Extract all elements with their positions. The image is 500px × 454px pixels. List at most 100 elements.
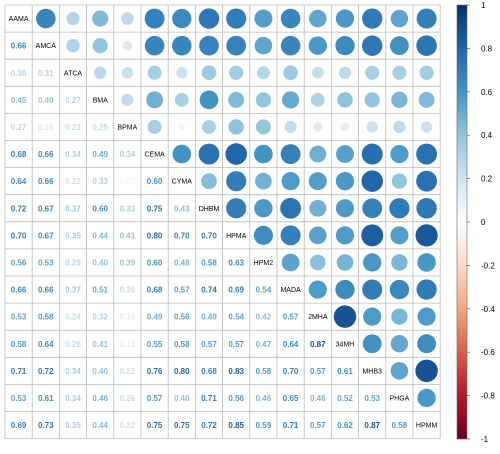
correlation-value: 0.45 (11, 96, 27, 105)
variable-label: CEMA (144, 152, 165, 159)
color-bar-tick-label: -0.4 (481, 305, 495, 314)
correlation-circle (226, 8, 247, 29)
correlation-circle (335, 9, 355, 28)
correlation-value: 0.15 (120, 313, 136, 322)
correlation-circle (391, 308, 408, 325)
correlation-value: 0.58 (392, 421, 408, 430)
correlation-circle (335, 171, 355, 191)
correlation-value: 0.76 (147, 367, 163, 376)
color-bar-tick-label: -0.8 (481, 392, 495, 401)
correlation-circle (393, 120, 406, 134)
correlation-value: 0.55 (147, 340, 163, 349)
correlation-circle (335, 226, 355, 245)
correlation-circle (256, 66, 270, 80)
correlation-value: 0.46 (310, 394, 326, 403)
correlation-value: 0.34 (120, 150, 136, 159)
correlation-value: 0.49 (201, 313, 217, 322)
correlation-circle (308, 226, 327, 245)
correlation-circle (417, 307, 436, 326)
correlation-circle (36, 8, 56, 29)
color-bar-tick-label: 1 (481, 1, 486, 10)
correlation-value: 0.34 (65, 150, 81, 159)
correlation-circle (66, 11, 80, 26)
correlation-circle (362, 198, 383, 219)
correlation-circle (416, 35, 437, 56)
correlation-value: 0.34 (65, 394, 81, 403)
correlation-circle (226, 171, 247, 192)
variable-label: HPM2 (254, 260, 274, 267)
correlation-value: 0.75 (147, 204, 163, 213)
correlation-circle (363, 253, 382, 272)
correlation-circle (176, 67, 188, 79)
correlation-value: 0.60 (147, 177, 163, 186)
correlation-value: 0.60 (92, 204, 108, 213)
correlation-circle (336, 145, 354, 163)
correlation-value: 0.57 (174, 286, 190, 295)
color-bar-tick-label: 0.2 (481, 175, 493, 184)
correlation-value: 0.52 (337, 394, 353, 403)
correlation-circle (121, 12, 134, 25)
correlation-value: 0.49 (147, 313, 163, 322)
variable-label: AMCA (36, 43, 57, 50)
variable-label: HPMA (226, 233, 247, 240)
correlation-circle (121, 66, 134, 79)
correlation-circle (201, 65, 217, 81)
color-bar-tick-label: 0 (481, 218, 486, 227)
correlation-circle (417, 334, 437, 354)
correlation-value: 0.87 (364, 421, 380, 430)
variable-label: AAMA (9, 16, 29, 23)
correlation-circle (420, 121, 433, 133)
correlation-value: 0.67 (38, 231, 54, 240)
correlation-value: 0.29 (65, 258, 81, 267)
correlation-circle (340, 122, 350, 132)
correlation-circle (226, 35, 247, 56)
correlation-circle (281, 253, 300, 272)
correlation-value: 0.71 (283, 421, 299, 430)
correlation-value: 0.26 (65, 340, 81, 349)
correlation-circle (281, 172, 300, 191)
correlation-value: 0.43 (174, 204, 190, 213)
color-bar-tick-label: 0.6 (481, 88, 493, 97)
correlation-circle (362, 334, 382, 354)
correlation-value: 0.33 (92, 177, 108, 186)
correlation-value: 0.07 (120, 177, 136, 186)
correlation-value: 0.49 (92, 150, 108, 159)
correlation-circle (416, 170, 438, 192)
correlation-circle (225, 143, 247, 165)
variable-label: 34MH (336, 341, 355, 348)
correlation-circle (121, 93, 134, 106)
correlation-value: 0.80 (147, 231, 163, 240)
correlation-value: 0.22 (120, 367, 136, 376)
correlation-value: 0.32 (92, 313, 108, 322)
correlation-value: 0.41 (120, 231, 136, 240)
correlation-value: 0.65 (283, 394, 299, 403)
correlation-value: 0.48 (174, 258, 190, 267)
correlation-value: 0.56 (11, 258, 27, 267)
correlation-circle (335, 36, 355, 56)
correlation-value: 0.58 (256, 367, 272, 376)
correlation-value: 0.13 (120, 340, 136, 349)
correlation-value: 0.83 (228, 367, 244, 376)
correlation-circle (255, 119, 271, 135)
correlation-value: 0.68 (147, 286, 163, 295)
correlation-value: 0.51 (92, 286, 108, 295)
correlation-circle (362, 8, 383, 29)
correlation-circle (390, 9, 409, 28)
correlation-circle (92, 10, 109, 27)
correlation-circle (308, 172, 327, 191)
correlation-circle (308, 280, 327, 299)
correlation-circle (336, 254, 354, 271)
correlation-circle (417, 388, 436, 408)
color-bar-tick-label: -1 (481, 435, 489, 444)
correlation-value: 0.66 (11, 42, 27, 51)
correlation-value: 0.57 (283, 313, 299, 322)
correlation-cells: AAMA 0.66 AMCA 0.30 0.31 ATCA 0.45 0.40 0.27 BMA 0… (9, 8, 438, 430)
correlation-value: 0.70 (201, 231, 217, 240)
correlation-value: 0.34 (65, 367, 81, 376)
correlation-value: 0.53 (38, 258, 54, 267)
variable-label: BPMA (117, 124, 137, 131)
variable-label: 2MHA (308, 314, 328, 321)
correlation-value: 0.57 (310, 421, 326, 430)
correlation-circle (391, 254, 408, 271)
correlation-circle (365, 65, 380, 80)
